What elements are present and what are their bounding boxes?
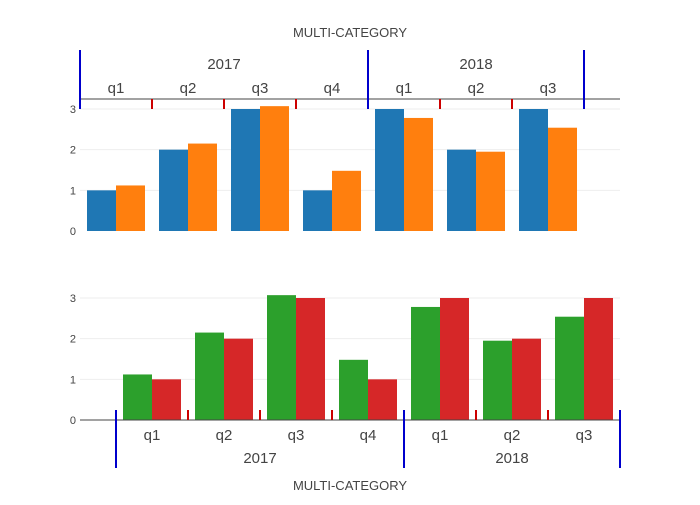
bottom-chart-title: MULTI-CATEGORY bbox=[293, 478, 407, 493]
top-category-label: q1 bbox=[108, 80, 125, 97]
bottom-group-label: 2017 bbox=[243, 450, 276, 467]
top-bar bbox=[188, 143, 217, 231]
top-bar bbox=[548, 127, 577, 231]
bottom-y-tick-label: 2 bbox=[70, 334, 76, 346]
top-y-tick-label: 0 bbox=[70, 226, 76, 238]
bottom-category-label: q1 bbox=[432, 427, 449, 444]
top-bar bbox=[375, 109, 404, 231]
bottom-y-tick-label: 1 bbox=[70, 374, 76, 386]
bottom-bar bbox=[440, 298, 469, 420]
top-group-label: 2017 bbox=[207, 56, 240, 73]
bottom-bar bbox=[195, 332, 224, 420]
top-chart: MULTI-CATEGORY 0 1 2 3 q1 q2 q3 q4 q1 q2 q3 2017 20… bbox=[70, 25, 620, 238]
bottom-y-tick-label: 3 bbox=[70, 293, 76, 305]
bottom-bars bbox=[123, 295, 613, 420]
top-category-label: q2 bbox=[468, 80, 485, 97]
bottom-category-label: q2 bbox=[216, 427, 233, 444]
bottom-bar bbox=[339, 359, 368, 420]
bottom-bar bbox=[267, 295, 296, 420]
top-chart-title: MULTI-CATEGORY bbox=[293, 25, 407, 40]
top-bar bbox=[519, 109, 548, 231]
top-bar bbox=[404, 117, 433, 231]
top-category-label: q2 bbox=[180, 80, 197, 97]
bottom-bar bbox=[483, 340, 512, 420]
top-bar bbox=[231, 109, 260, 231]
bottom-category-label: q4 bbox=[360, 427, 377, 444]
bottom-category-label: q1 bbox=[144, 427, 161, 444]
top-bar bbox=[476, 151, 505, 231]
bottom-y-axis: 0 1 2 3 bbox=[70, 293, 76, 427]
bottom-group-label: 2018 bbox=[495, 450, 528, 467]
top-category-label: q1 bbox=[396, 80, 413, 97]
top-y-axis: 0 1 2 3 bbox=[70, 104, 76, 238]
bottom-bar bbox=[296, 298, 325, 420]
bottom-category-label: q2 bbox=[504, 427, 521, 444]
top-bar bbox=[87, 190, 116, 231]
top-bar bbox=[447, 149, 476, 231]
top-y-tick-label: 3 bbox=[70, 104, 76, 116]
top-y-tick-label: 2 bbox=[70, 145, 76, 157]
bottom-bar bbox=[584, 298, 613, 420]
bottom-chart: MULTI-CATEGORY 0 1 2 3 q1 q2 q3 q4 q1 q2 q3 2017 20… bbox=[70, 293, 621, 493]
bottom-bar bbox=[512, 338, 541, 420]
top-category-label: q4 bbox=[324, 80, 341, 97]
top-bar bbox=[332, 170, 361, 231]
top-y-tick-label: 1 bbox=[70, 185, 76, 197]
bottom-x-axis: q1 q2 q3 q4 q1 q2 q3 2017 2018 bbox=[80, 410, 621, 468]
top-category-label: q3 bbox=[252, 80, 269, 97]
top-category-label: q3 bbox=[540, 80, 557, 97]
bottom-bar bbox=[368, 379, 397, 420]
top-bar bbox=[116, 185, 145, 231]
bottom-bar bbox=[411, 306, 440, 420]
top-x-axis: q1 q2 q3 q4 q1 q2 q3 2017 2018 bbox=[79, 50, 620, 109]
bottom-bar bbox=[123, 374, 152, 420]
bottom-bar bbox=[152, 379, 181, 420]
bottom-bar bbox=[555, 316, 584, 420]
bottom-y-tick-label: 0 bbox=[70, 415, 76, 427]
top-group-label: 2018 bbox=[459, 56, 492, 73]
top-bar bbox=[260, 106, 289, 231]
top-bar bbox=[159, 149, 188, 231]
top-bar bbox=[303, 190, 332, 231]
top-bars bbox=[87, 106, 577, 231]
bottom-category-label: q3 bbox=[576, 427, 593, 444]
bottom-bar bbox=[224, 338, 253, 420]
bottom-category-label: q3 bbox=[288, 427, 305, 444]
